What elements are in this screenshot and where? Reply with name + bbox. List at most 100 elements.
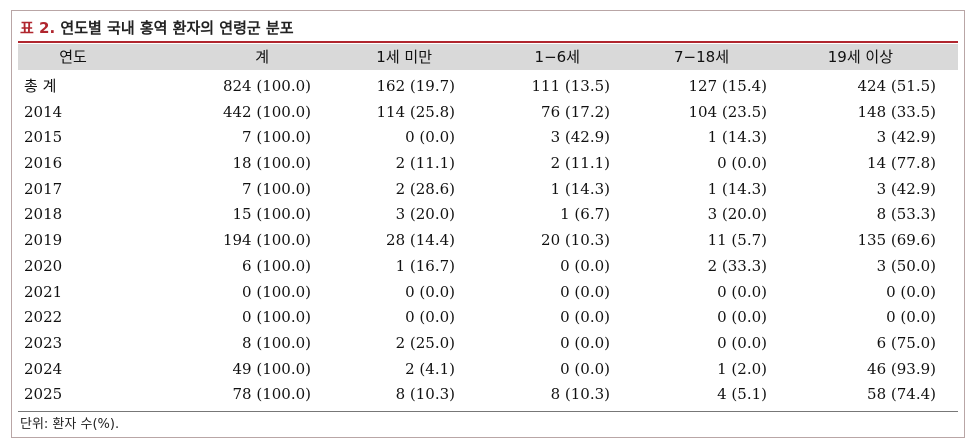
table-cell: 3 (20.0) — [395, 205, 455, 224]
table-cell: 111 (13.5) — [531, 77, 610, 95]
header-year: 연도 — [59, 48, 87, 66]
table-cell: 2 (11.1) — [395, 154, 455, 173]
table-cell: 0 (0.0) — [886, 308, 936, 327]
table-cell: 1 (6.7) — [560, 205, 610, 224]
table-row: 2024 49 (100.0) 2 (4.1) 0 (0.0) 1 (2.0) 46 (9… — [18, 357, 958, 383]
table-cell: 49 (100.0) — [232, 359, 311, 378]
table-cell: 2 (4.1) — [405, 359, 455, 378]
table-cell: 8 (10.3) — [395, 385, 455, 404]
table-row: 2022 0 (100.0) 0 (0.0) 0 (0.0) 0 (0.0) 0 (0.0… — [18, 305, 958, 331]
row-year-cell: 2020 — [24, 256, 63, 275]
table-title-text: 연도별 국내 홍역 환자의 연령군 분포 — [60, 19, 294, 37]
table-cell: 135 (69.6) — [857, 231, 936, 250]
table-row: 2019 194 (100.0) 28 (14.4) 20 (10.3) 11 (5.7… — [18, 228, 958, 254]
row-year-cell: 2025 — [24, 385, 63, 404]
row-year-cell: 2019 — [24, 231, 63, 250]
table-row: 2014 442 (100.0) 114 (25.8) 76 (17.2) 104 (2… — [18, 100, 958, 126]
table-cell: 3 (42.9) — [876, 128, 936, 147]
table-cell: 7 (100.0) — [242, 179, 311, 198]
table-cell: 0 (0.0) — [560, 282, 610, 301]
table-cell: 2 (11.1) — [550, 154, 610, 173]
table-cell: 14 (77.8) — [867, 154, 936, 173]
table-cell: 0 (0.0) — [717, 308, 767, 327]
table-row: 2018 15 (100.0) 3 (20.0) 1 (6.7) 3 (20.0) 8 (… — [18, 202, 958, 228]
table-cell: 1 (16.7) — [395, 256, 455, 275]
table-cell: 8 (53.3) — [876, 205, 936, 224]
row-year-cell: 2023 — [24, 333, 63, 352]
table-cell: 3 (42.9) — [550, 128, 610, 147]
table-cell: 15 (100.0) — [232, 205, 311, 224]
header-1-6: 1−6세 — [534, 48, 580, 66]
row-year-cell: 총 계 — [24, 77, 57, 95]
row-year-cell: 2024 — [24, 359, 63, 378]
header-under-1: 1세 미만 — [376, 48, 432, 66]
table-cell: 0 (0.0) — [717, 154, 767, 173]
table-title: 표 2. 연도별 국내 홍역 환자의 연령군 분포 — [20, 15, 294, 41]
table-cell: 3 (42.9) — [876, 179, 936, 198]
row-year-cell: 2017 — [24, 179, 63, 198]
table-footnote: 단위: 환자 수(%). — [20, 417, 120, 432]
table-cell: 127 (15.4) — [688, 77, 767, 95]
table-cell: 424 (51.5) — [857, 77, 936, 95]
table-cell: 162 (19.7) — [376, 77, 455, 95]
table-cell: 8 (100.0) — [242, 333, 311, 352]
table-row: 총 계 824 (100.0) 162 (19.7) 111 (13.5) 127 (1… — [18, 74, 958, 100]
table-header: 연도 계 1세 미만 1−6세 7−18세 19세 이상 — [18, 44, 958, 70]
table-row: 2025 78 (100.0) 8 (10.3) 8 (10.3) 4 (5.1) 58 … — [18, 382, 958, 408]
table-row: 2023 8 (100.0) 2 (25.0) 0 (0.0) 0 (0.0) 6 (75… — [18, 331, 958, 357]
table-cell: 2 (33.3) — [707, 256, 767, 275]
table-cell: 28 (14.4) — [386, 231, 455, 250]
table-cell: 114 (25.8) — [376, 102, 455, 121]
table-cell: 104 (23.5) — [688, 102, 767, 121]
table-cell: 0 (0.0) — [886, 282, 936, 301]
bottom-rule — [18, 411, 958, 412]
table-row: 2020 6 (100.0) 1 (16.7) 0 (0.0) 2 (33.3) 3 (5… — [18, 254, 958, 280]
row-year-cell: 2022 — [24, 308, 63, 327]
header-19-plus: 19세 이상 — [827, 48, 893, 66]
header-total: 계 — [255, 48, 269, 66]
table-cell: 6 (75.0) — [876, 333, 936, 352]
table-cell: 2 (28.6) — [395, 179, 455, 198]
row-year-cell: 2018 — [24, 205, 63, 224]
title-rule — [18, 41, 958, 43]
table-cell: 6 (100.0) — [242, 256, 311, 275]
table-cell: 18 (100.0) — [232, 154, 311, 173]
table-cell: 0 (0.0) — [405, 128, 455, 147]
table-cell: 194 (100.0) — [222, 231, 311, 250]
table-cell: 58 (74.4) — [867, 385, 936, 404]
table-number: 표 2. — [20, 19, 56, 37]
table-row: 2017 7 (100.0) 2 (28.6) 1 (14.3) 1 (14.3) 3 (… — [18, 177, 958, 203]
table-cell: 3 (20.0) — [707, 205, 767, 224]
table-row: 2015 7 (100.0) 0 (0.0) 3 (42.9) 1 (14.3) 3 (4… — [18, 125, 958, 151]
table-body: 총 계 824 (100.0) 162 (19.7) 111 (13.5) 127 (1… — [18, 74, 958, 408]
table-cell: 46 (93.9) — [867, 359, 936, 378]
row-year-cell: 2021 — [24, 282, 63, 301]
row-year-cell: 2015 — [24, 128, 63, 147]
table-cell: 1 (2.0) — [717, 359, 767, 378]
table-cell: 148 (33.5) — [857, 102, 936, 121]
table-row: 2016 18 (100.0) 2 (11.1) 2 (11.1) 0 (0.0) 14 … — [18, 151, 958, 177]
row-year-cell: 2016 — [24, 154, 63, 173]
table-cell: 7 (100.0) — [242, 128, 311, 147]
table-cell: 0 (0.0) — [560, 256, 610, 275]
table-cell: 1 (14.3) — [707, 128, 767, 147]
table-cell: 824 (100.0) — [222, 77, 311, 95]
table-cell: 0 (0.0) — [560, 359, 610, 378]
table-cell: 0 (100.0) — [242, 308, 311, 327]
table-cell: 78 (100.0) — [232, 385, 311, 404]
table-cell: 0 (100.0) — [242, 282, 311, 301]
table-cell: 0 (0.0) — [717, 333, 767, 352]
table-cell: 3 (50.0) — [876, 256, 936, 275]
table-cell: 0 (0.0) — [405, 308, 455, 327]
table-cell: 20 (10.3) — [541, 231, 610, 250]
table-cell: 0 (0.0) — [560, 333, 610, 352]
table-cell: 2 (25.0) — [395, 333, 455, 352]
table-cell: 1 (14.3) — [707, 179, 767, 198]
table-cell: 1 (14.3) — [550, 179, 610, 198]
table-row: 2021 0 (100.0) 0 (0.0) 0 (0.0) 0 (0.0) 0 (0.0… — [18, 280, 958, 306]
table-cell: 4 (5.1) — [717, 385, 767, 404]
header-7-18: 7−18세 — [674, 48, 729, 66]
table-cell: 8 (10.3) — [550, 385, 610, 404]
row-year-cell: 2014 — [24, 102, 63, 121]
table-cell: 0 (0.0) — [405, 282, 455, 301]
